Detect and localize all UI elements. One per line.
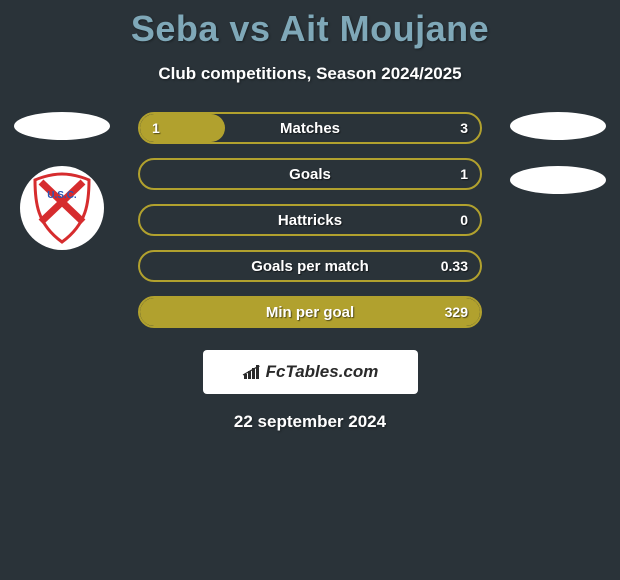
subtitle: Club competitions, Season 2024/2025 bbox=[0, 64, 620, 84]
shield-icon: U.S.C. bbox=[31, 172, 93, 244]
team-oval-badge bbox=[510, 166, 606, 194]
svg-text:U.S.C.: U.S.C. bbox=[47, 190, 77, 201]
stat-label: Goals bbox=[289, 166, 331, 183]
stat-label: Matches bbox=[280, 120, 340, 137]
stat-value-right: 0.33 bbox=[441, 258, 468, 274]
right-badges bbox=[508, 112, 608, 194]
stat-value-right: 0 bbox=[460, 212, 468, 228]
stat-label: Goals per match bbox=[251, 258, 369, 275]
stats-area: U.S.C. 1 Matches 3 Goals 1 Hattricks 0 Goals pe… bbox=[0, 112, 620, 328]
stat-bar: Hattricks 0 bbox=[138, 204, 482, 236]
stat-value-right: 329 bbox=[445, 304, 468, 320]
stat-label: Min per goal bbox=[266, 304, 354, 321]
stat-value-right: 3 bbox=[460, 120, 468, 136]
stat-bar: Goals per match 0.33 bbox=[138, 250, 482, 282]
left-badges: U.S.C. bbox=[12, 112, 112, 250]
club-shield-badge: U.S.C. bbox=[20, 166, 104, 250]
stat-label: Hattricks bbox=[278, 212, 342, 229]
stat-bar: Min per goal 329 bbox=[138, 296, 482, 328]
date: 22 september 2024 bbox=[0, 412, 620, 432]
watermark-text: FcTables.com bbox=[266, 362, 379, 382]
bar-chart-icon bbox=[242, 364, 262, 380]
stat-bars: 1 Matches 3 Goals 1 Hattricks 0 Goals per match… bbox=[138, 112, 482, 328]
team-oval-badge bbox=[14, 112, 110, 140]
page-title: Seba vs Ait Moujane bbox=[0, 0, 620, 50]
stat-bar: Goals 1 bbox=[138, 158, 482, 190]
stat-value-left: 1 bbox=[152, 120, 160, 136]
team-oval-badge bbox=[510, 112, 606, 140]
stat-bar: 1 Matches 3 bbox=[138, 112, 482, 144]
watermark: FcTables.com bbox=[203, 350, 418, 394]
stat-value-right: 1 bbox=[460, 166, 468, 182]
